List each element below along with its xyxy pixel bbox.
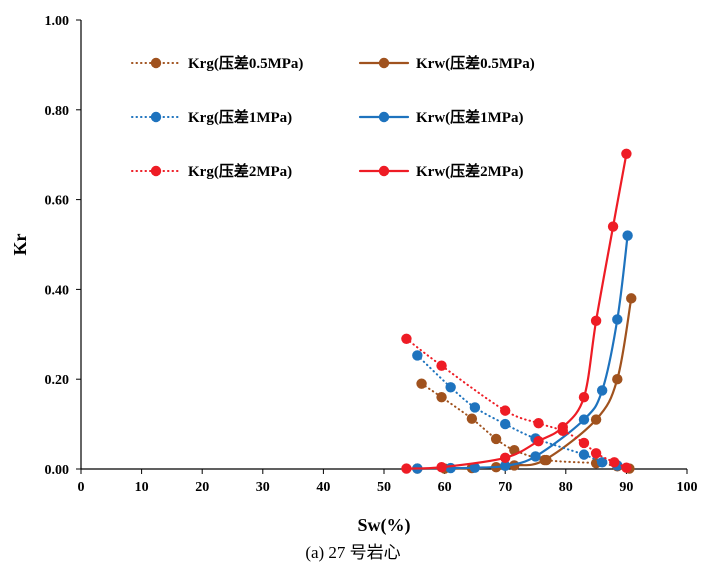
data-point — [622, 230, 633, 241]
legend-swatch-marker — [378, 57, 390, 69]
data-point — [530, 451, 541, 462]
data-point — [416, 378, 427, 389]
y-axis-title: Kr — [10, 233, 30, 255]
data-point — [436, 462, 447, 473]
legend-swatch-marker — [150, 57, 162, 69]
legend-swatch-marker — [378, 111, 390, 123]
axes — [80, 20, 687, 470]
x-axis-ticks: 0 10 20 30 40 50 60 70 80 90 100 — [78, 469, 698, 495]
y-tick-label: 0.80 — [45, 104, 70, 119]
legend-item: Krw(压差0.5MPa) — [358, 54, 535, 72]
data-point — [500, 460, 511, 472]
x-tick-label: 70 — [498, 480, 512, 495]
legend-label: Krg(压差1MPa) — [188, 108, 292, 126]
data-point — [578, 449, 590, 460]
series-layer — [401, 148, 637, 474]
y-tick-label: 0.40 — [45, 283, 70, 298]
x-tick-label: 90 — [619, 480, 633, 495]
x-axis-title: Sw(%) — [358, 515, 411, 536]
legend-label: Krg(压差0.5MPa) — [188, 54, 303, 72]
data-point — [533, 418, 544, 429]
legend-item: Krw(压差1MPa) — [358, 108, 523, 126]
data-point — [445, 382, 456, 393]
data-point — [401, 463, 412, 474]
data-point — [612, 374, 623, 385]
legend-item: Krg(压差1MPa) — [131, 108, 292, 126]
data-point — [445, 462, 456, 474]
data-point — [500, 452, 511, 463]
y-tick-label: 1.00 — [45, 14, 70, 29]
y-tick-label: 0.00 — [45, 463, 70, 478]
data-point — [578, 437, 590, 449]
data-point — [466, 413, 478, 424]
data-point — [621, 462, 632, 473]
y-axis-ticks: 0.00 0.20 0.40 0.60 0.80 1.00 — [45, 14, 81, 478]
series-line — [416, 234, 629, 470]
data-point — [609, 457, 620, 468]
series-5 — [401, 148, 632, 474]
series-3 — [412, 230, 633, 474]
x-tick-label: 80 — [559, 480, 573, 495]
data-point — [533, 435, 544, 447]
data-point — [469, 402, 481, 413]
data-point — [500, 405, 511, 416]
data-point — [436, 391, 447, 403]
x-tick-label: 10 — [135, 480, 149, 495]
legend: Krg(压差0.5MPa) Krw(压差0.5MPa) Krg(压差1MPa) Krw… — [131, 54, 535, 180]
data-point — [621, 148, 632, 160]
legend-item: Krw(压差2MPa) — [358, 162, 523, 180]
data-point — [596, 457, 608, 468]
legend-swatch-marker — [150, 111, 162, 123]
data-point — [590, 315, 602, 327]
x-tick-label: 100 — [677, 480, 698, 495]
legend-label: Krg(压差2MPa) — [188, 162, 292, 180]
data-point — [490, 433, 502, 445]
data-point — [612, 314, 623, 325]
figure-caption: (a) 27 号岩心 — [305, 543, 401, 562]
x-tick-label: 50 — [377, 480, 391, 495]
data-point — [590, 448, 602, 459]
legend-item: Krg(压差2MPa) — [131, 162, 292, 180]
data-point — [412, 350, 423, 361]
y-tick-label: 0.60 — [45, 194, 70, 209]
legend-label: Krw(压差1MPa) — [416, 108, 523, 126]
series-1 — [412, 293, 637, 474]
legend-item: Krg(压差0.5MPa) — [131, 54, 303, 72]
x-tick-label: 30 — [256, 480, 270, 495]
y-tick-label: 0.20 — [45, 373, 70, 388]
data-point — [401, 333, 412, 344]
legend-label: Krw(压差2MPa) — [416, 162, 523, 180]
data-point — [590, 414, 602, 425]
data-point — [557, 422, 568, 433]
data-point — [436, 360, 447, 371]
x-tick-label: 40 — [316, 480, 330, 495]
data-point — [469, 462, 481, 473]
data-point — [626, 293, 637, 304]
data-point — [578, 391, 590, 403]
legend-swatch-marker — [150, 165, 162, 177]
legend-label: Krw(压差0.5MPa) — [416, 54, 535, 72]
data-point — [596, 385, 608, 396]
data-point — [578, 414, 590, 425]
x-tick-label: 20 — [195, 480, 209, 495]
data-point — [500, 418, 511, 430]
legend-swatch-marker — [378, 165, 390, 177]
data-point — [539, 454, 550, 466]
data-point — [607, 221, 619, 232]
series-line — [405, 337, 628, 469]
x-tick-label: 0 — [78, 480, 85, 495]
relative-permeability-chart: 0 10 20 30 40 50 60 70 80 90 100 0.000.200.400.600… — [10, 14, 698, 536]
x-tick-label: 60 — [438, 480, 452, 495]
